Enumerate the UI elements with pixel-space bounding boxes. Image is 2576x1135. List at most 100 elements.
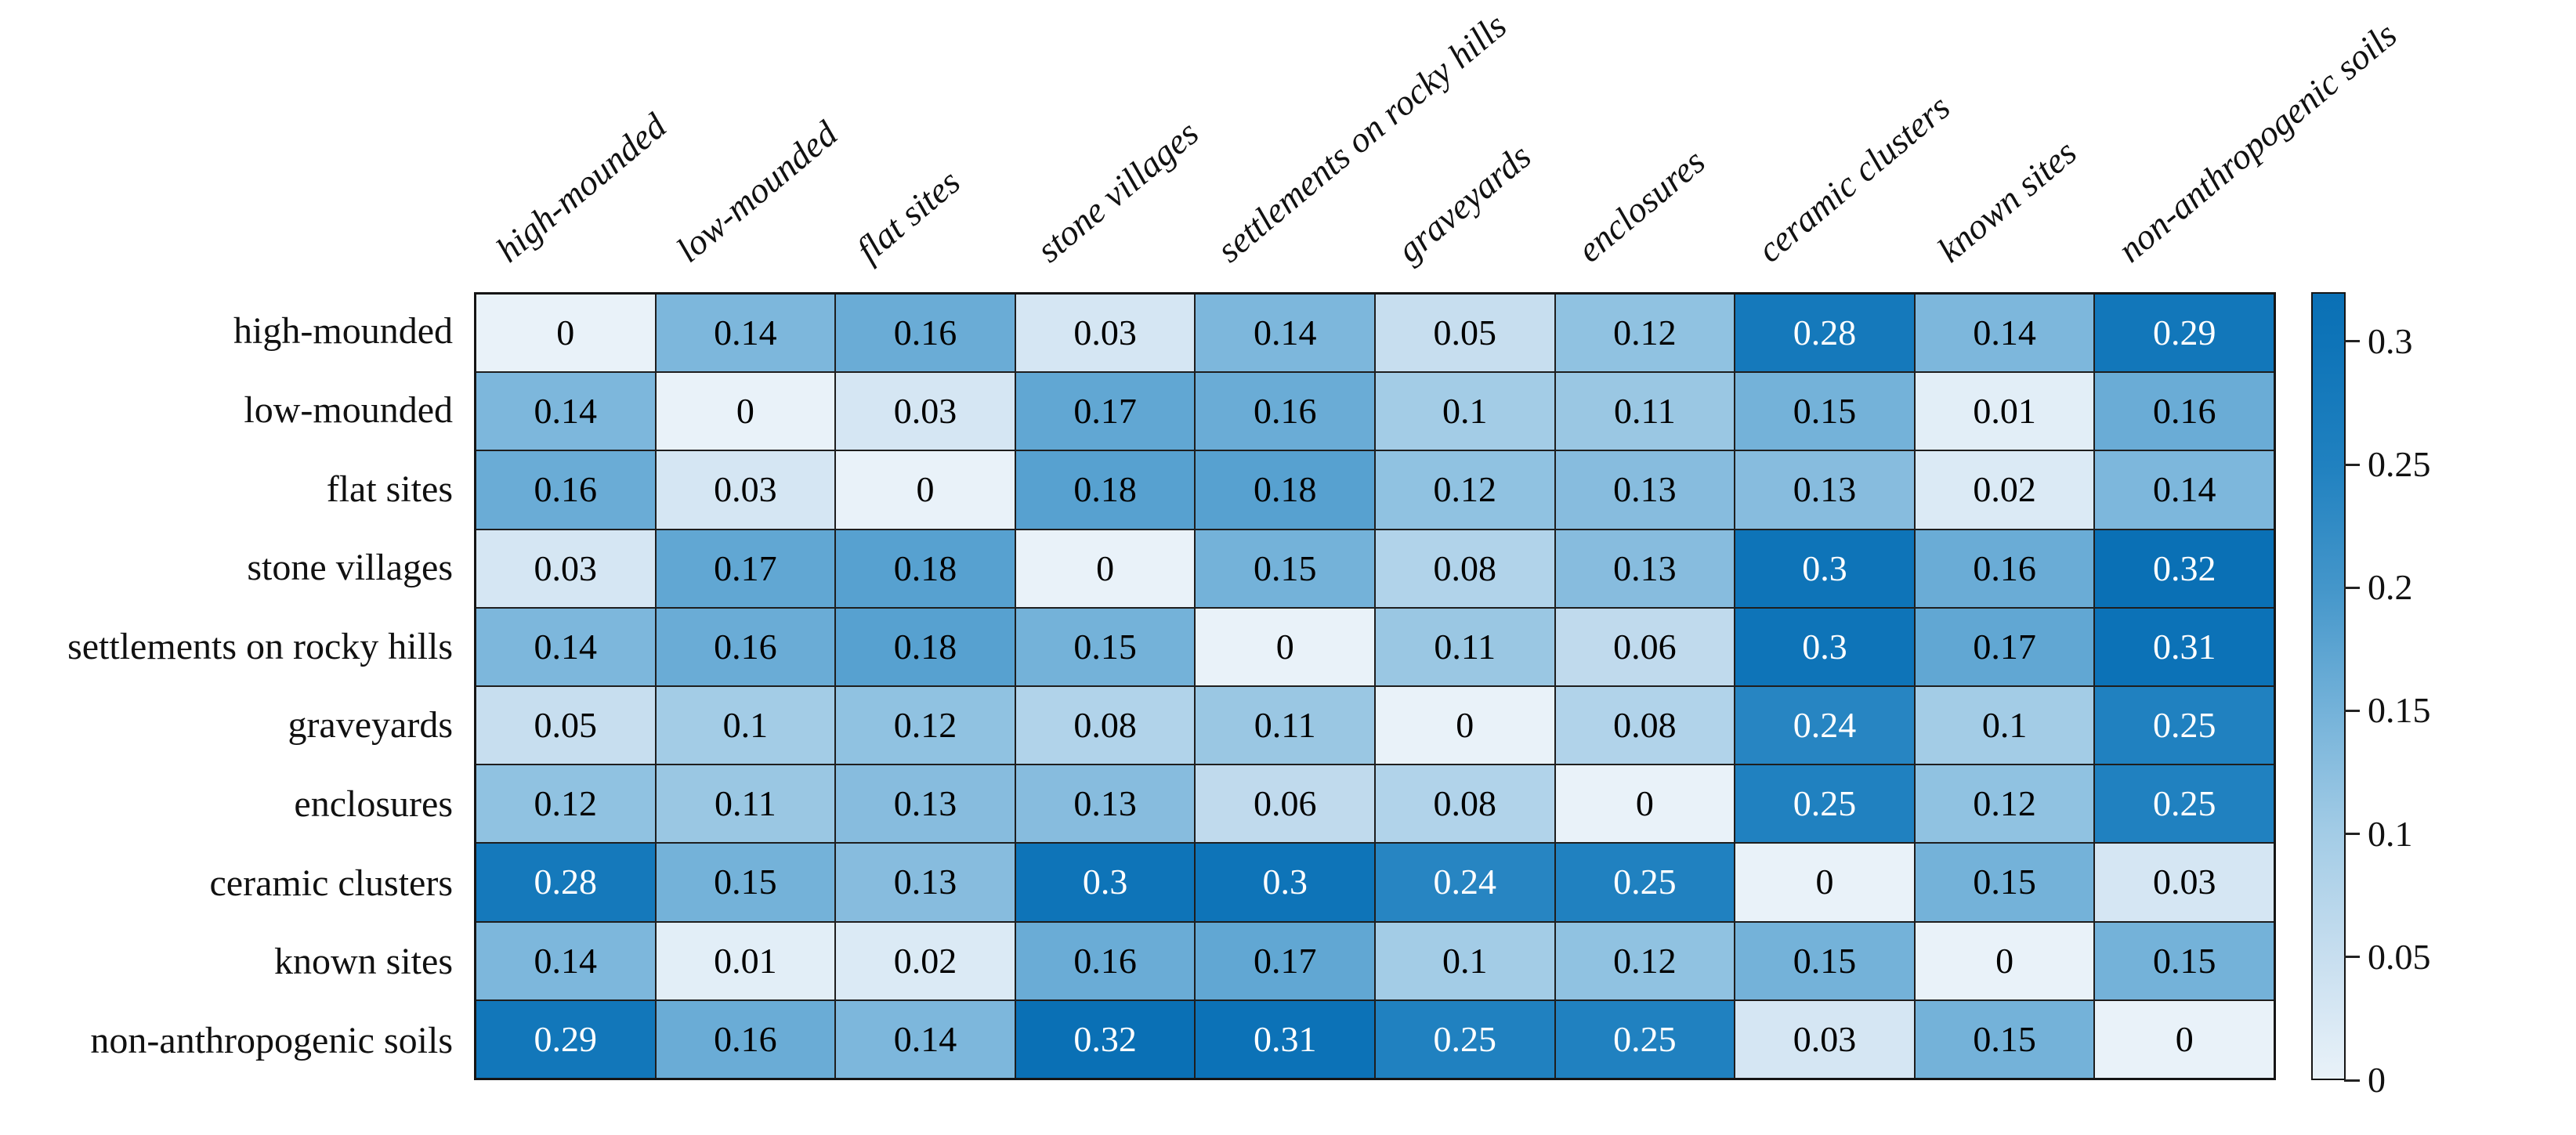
heatmap-cell: 0.14: [476, 922, 655, 999]
heatmap-cell: 0.03: [1015, 295, 1195, 372]
heatmap-cell: 0.16: [1196, 373, 1374, 450]
heatmap-cell: 0.25: [1376, 1000, 1554, 1078]
row-label: enclosures: [294, 783, 453, 825]
heatmap-cell: 0.15: [1735, 922, 1914, 999]
heatmap-cell: 0.15: [1735, 373, 1914, 450]
heatmap-cell: 0.11: [1376, 608, 1554, 685]
heatmap-cell: 0.32: [2095, 530, 2274, 607]
heatmap-cell: 0.03: [1735, 1000, 1914, 1078]
heatmap-cell: 0.03: [476, 530, 655, 607]
heatmap-cell: 0: [2095, 1000, 2274, 1078]
heatmap-cell: 0.14: [836, 1000, 1015, 1078]
row-label: low-mounded: [244, 389, 453, 431]
heatmap-cell: 0.02: [1915, 451, 2094, 529]
heatmap-cell: 0.29: [2095, 295, 2274, 372]
heatmap-cell: 0.16: [476, 451, 655, 529]
heatmap-cell: 0: [836, 451, 1015, 529]
column-label: stone villages: [1029, 112, 1207, 270]
heatmap-cell: 0.3: [1735, 608, 1914, 685]
column-label: high-mounded: [488, 105, 674, 270]
heatmap-cell: 0.12: [1376, 451, 1554, 529]
heatmap-cell: 0.16: [2095, 373, 2274, 450]
heatmap-cell: 0.15: [1915, 844, 2094, 921]
heatmap-cell: 0.05: [476, 686, 655, 764]
column-label: settlements on rocky hills: [1209, 5, 1514, 270]
row-label: known sites: [274, 941, 453, 983]
heatmap-cell: 0.24: [1735, 686, 1914, 764]
heatmap-cell: 0.16: [1915, 530, 2094, 607]
colorbar-tick-label: 0.15: [2368, 690, 2431, 731]
heatmap-cell: 0.31: [1196, 1000, 1374, 1078]
heatmap-cell: 0.25: [1555, 1000, 1735, 1078]
column-label: flat sites: [848, 161, 968, 270]
heatmap-cell: 0.25: [1735, 765, 1914, 843]
column-label: low-mounded: [668, 113, 845, 270]
colorbar-tick: [2344, 340, 2360, 343]
heatmap-cell: 0.1: [656, 686, 835, 764]
colorbar-tick-label: 0.2: [2368, 567, 2413, 608]
heatmap-cell: 0.18: [836, 530, 1015, 607]
column-label: graveyards: [1389, 136, 1539, 270]
row-label: non-anthropogenic soils: [90, 1019, 453, 1061]
row-label: graveyards: [288, 704, 453, 746]
heatmap-cell: 0.1: [1376, 922, 1554, 999]
row-label: flat sites: [326, 468, 453, 510]
heatmap-cell: 0.25: [1555, 844, 1735, 921]
colorbar-tick-label: 0.25: [2368, 444, 2431, 485]
heatmap-cell: 0.16: [656, 1000, 835, 1078]
heatmap-cell: 0.25: [2095, 765, 2274, 843]
heatmap-cell: 0.11: [1555, 373, 1735, 450]
row-label: high-mounded: [233, 310, 453, 352]
heatmap-cell: 0.08: [1555, 686, 1735, 764]
heatmap-cell: 0.16: [1015, 922, 1195, 999]
row-label: settlements on rocky hills: [67, 625, 453, 667]
heatmap-cell: 0.14: [476, 373, 655, 450]
column-label: enclosures: [1569, 141, 1713, 270]
heatmap-cell: 0.12: [1555, 922, 1735, 999]
heatmap-cell: 0.01: [1915, 373, 2094, 450]
heatmap-cell: 0.14: [1196, 295, 1374, 372]
column-label: ceramic clusters: [1749, 86, 1958, 270]
colorbar-tick-label: 0: [2368, 1060, 2386, 1100]
heatmap-cell: 0.13: [1555, 451, 1735, 529]
heatmap-cell: 0.01: [656, 922, 835, 999]
heatmap-cell: 0.24: [1376, 844, 1554, 921]
colorbar-tick: [2344, 463, 2360, 466]
heatmap-cell: 0.06: [1555, 608, 1735, 685]
heatmap-cell: 0.13: [1015, 765, 1195, 843]
heatmap-cell: 0.18: [1196, 451, 1374, 529]
heatmap-cell: 0.12: [836, 686, 1015, 764]
heatmap-cell: 0.29: [476, 1000, 655, 1078]
heatmap-cell: 0.13: [1735, 451, 1914, 529]
colorbar-tick-label: 0.3: [2368, 320, 2413, 361]
colorbar-tick: [2344, 833, 2360, 836]
heatmap-cell: 0.13: [836, 844, 1015, 921]
heatmap-cell: 0.17: [1196, 922, 1374, 999]
heatmap-cell: 0.11: [1196, 686, 1374, 764]
heatmap-cell: 0.08: [1376, 530, 1554, 607]
heatmap-cell: 0.31: [2095, 608, 2274, 685]
heatmap-cell: 0.03: [2095, 844, 2274, 921]
heatmap-cell: 0.06: [1196, 765, 1374, 843]
heatmap-cell: 0: [656, 373, 835, 450]
heatmap-cell: 0: [476, 295, 655, 372]
heatmap-cell: 0.28: [1735, 295, 1914, 372]
colorbar-tick: [2344, 956, 2360, 959]
heatmap-cell: 0: [1915, 922, 2094, 999]
colorbar-tick-label: 0.05: [2368, 936, 2431, 977]
heatmap-grid: 0 0.14 0.16 0.03 0.14 0.05 0.12 0.28 0.14 0.29 0.1…: [474, 292, 2276, 1080]
heatmap-cell: 0.14: [656, 295, 835, 372]
heatmap-cell: 0.12: [476, 765, 655, 843]
heatmap-cell: 0.13: [1555, 530, 1735, 607]
heatmap-cell: 0.14: [1915, 295, 2094, 372]
heatmap-cell: 0.15: [2095, 922, 2274, 999]
heatmap-cell: 0.17: [1915, 608, 2094, 685]
heatmap-cell: 0.1: [1376, 373, 1554, 450]
heatmap-cell: 0.12: [1555, 295, 1735, 372]
heatmap-cell: 0.17: [656, 530, 835, 607]
heatmap-cell: 0.12: [1915, 765, 2094, 843]
colorbar-tick: [2344, 1079, 2360, 1082]
colorbar-tick-label: 0.1: [2368, 813, 2413, 854]
heatmap-cell: 0.3: [1015, 844, 1195, 921]
